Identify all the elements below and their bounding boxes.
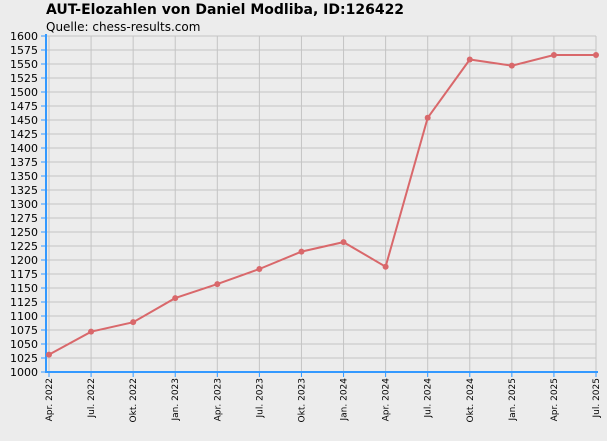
elo-series-line	[48, 54, 596, 356]
y-tick-label: 1375	[10, 156, 38, 169]
data-point	[382, 263, 389, 270]
x-tick-label: Apr. 2022	[45, 378, 55, 421]
y-tick-label: 1050	[10, 338, 38, 351]
data-point	[550, 52, 557, 59]
y-tick-label: 1350	[10, 170, 38, 183]
x-tick-label: Okt. 2023	[297, 378, 307, 422]
x-tick-label: Okt. 2022	[129, 378, 139, 422]
data-point	[172, 295, 179, 302]
y-tick-label: 1600	[10, 30, 38, 43]
y-tick-label: 1500	[10, 86, 38, 99]
grid-lines	[46, 35, 597, 373]
y-tick-label: 1225	[10, 240, 38, 253]
y-tick-label: 1450	[10, 114, 38, 127]
y-tick-label: 1525	[10, 72, 38, 85]
y-tick-label: 1100	[10, 310, 38, 323]
y-tick-label: 1150	[10, 282, 38, 295]
x-tick-label: Jul. 2025	[592, 378, 602, 419]
data-point	[256, 265, 263, 272]
y-tick-label: 1125	[10, 296, 38, 309]
x-tick-label: Jul. 2024	[424, 378, 434, 419]
y-tick-label: 1175	[10, 268, 38, 281]
data-point	[508, 62, 515, 69]
y-tick-label: 1425	[10, 128, 38, 141]
y-tick-label: 1400	[10, 142, 38, 155]
x-tick-label: Apr. 2023	[213, 378, 223, 421]
axes	[45, 34, 598, 373]
y-tick-label: 1000	[10, 366, 38, 379]
x-tick-label: Apr. 2025	[550, 378, 560, 421]
x-tick-label: Jan. 2025	[508, 378, 518, 422]
data-point	[130, 319, 137, 326]
x-tick-label: Jul. 2022	[87, 378, 97, 419]
y-tick-label: 1250	[10, 226, 38, 239]
y-tick-label: 1075	[10, 324, 38, 337]
x-tick-label: Okt. 2024	[466, 378, 476, 423]
series-layer	[46, 52, 599, 358]
x-tick-label: Jan. 2024	[340, 378, 350, 422]
y-tick-label: 1550	[10, 58, 38, 71]
data-point	[424, 114, 431, 121]
data-point	[46, 351, 52, 358]
data-point	[340, 239, 347, 246]
data-point	[593, 52, 599, 59]
y-tick-label: 1200	[10, 254, 38, 267]
chart-title: AUT-Elozahlen von Daniel Modliba, ID:126…	[46, 2, 405, 18]
y-tick-label: 1300	[10, 198, 38, 211]
y-tick-label: 1575	[10, 44, 38, 57]
data-point	[466, 56, 473, 63]
x-axis-ticks: Apr. 2022 Jul. 2022 Okt. 2022 Jan. 2023 Apr.…	[45, 372, 602, 422]
y-axis-ticks: 1000102510501075110011251150117512001225…	[10, 30, 46, 379]
y-tick-label: 1025	[10, 352, 38, 365]
x-tick-label: Apr. 2024	[382, 378, 392, 422]
y-tick-label: 1275	[10, 212, 38, 225]
y-tick-label: 1325	[10, 184, 38, 197]
x-tick-label: Jul. 2023	[255, 378, 265, 419]
chart-subtitle: Quelle: chess-results.com	[46, 20, 201, 34]
data-point	[88, 328, 95, 335]
x-tick-label: Jan. 2023	[171, 378, 181, 422]
data-point	[298, 248, 305, 255]
data-point	[214, 281, 221, 288]
y-tick-label: 1475	[10, 100, 38, 113]
